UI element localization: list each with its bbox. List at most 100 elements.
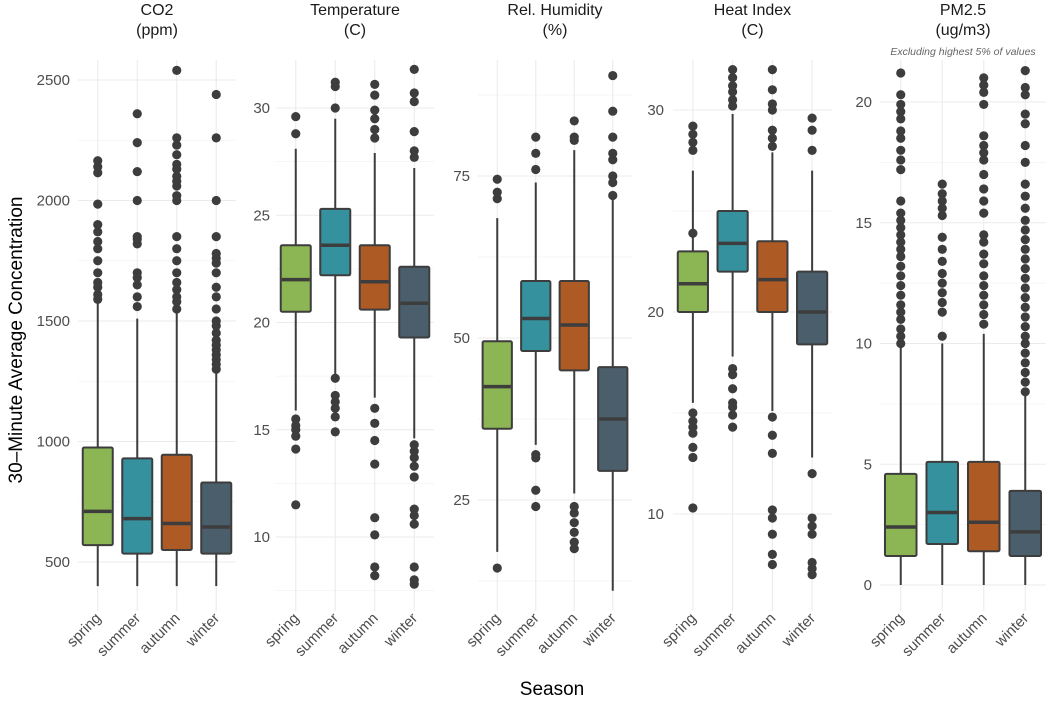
- panel-unit: (ug/m3): [935, 22, 990, 39]
- outlier-point: [172, 304, 182, 314]
- outlier-point: [172, 268, 182, 278]
- outlier-point: [937, 307, 947, 317]
- outlier-point: [1020, 264, 1030, 274]
- outlier-point: [93, 220, 103, 230]
- outlier-point: [608, 171, 618, 181]
- outlier-point: [172, 171, 182, 181]
- panel-unit: (ppm): [136, 22, 178, 39]
- box-summer: [925, 179, 960, 585]
- outlier-point: [937, 278, 947, 288]
- outlier-point: [937, 179, 947, 189]
- box-spring: [81, 156, 114, 587]
- outlier-point: [979, 80, 989, 90]
- outlier-point: [608, 190, 618, 201]
- outlier-point: [807, 513, 817, 523]
- outlier-point: [211, 248, 221, 259]
- outlier-point: [370, 571, 380, 581]
- outlier-point: [531, 485, 541, 495]
- box-autumn: [160, 65, 193, 587]
- outlier-point: [291, 431, 301, 441]
- outlier-point: [569, 537, 579, 547]
- outlier-point: [979, 319, 989, 329]
- iqr-box: [81, 446, 114, 547]
- outlier-point: [896, 126, 906, 136]
- iqr-box: [756, 240, 789, 313]
- y-tick-label: 1500: [37, 313, 70, 330]
- outlier-point: [1020, 254, 1030, 264]
- iqr-box: [676, 250, 709, 313]
- panel-title: PM2.5: [940, 2, 986, 19]
- x-tick-label: winter: [182, 610, 223, 651]
- outlier-point: [330, 103, 340, 113]
- outlier-point: [569, 508, 579, 518]
- iqr-box: [883, 472, 918, 558]
- outlier-point: [409, 64, 419, 74]
- x-tick-label: autumn: [136, 610, 183, 657]
- outlier-point: [409, 126, 419, 137]
- outlier-point: [896, 230, 906, 240]
- y-tick-label: 30: [647, 102, 664, 119]
- outlier-point: [807, 557, 817, 568]
- box-summer: [121, 109, 154, 587]
- outlier-point: [1020, 203, 1030, 213]
- outlier-point: [979, 169, 989, 180]
- outlier-point: [172, 232, 182, 242]
- outlier-point: [172, 285, 182, 295]
- outlier-point: [93, 256, 103, 266]
- outlier-point: [979, 148, 989, 158]
- outlier-point: [1020, 157, 1030, 167]
- outlier-point: [370, 124, 380, 135]
- outlier-point: [937, 288, 947, 298]
- outlier-point: [172, 150, 182, 160]
- x-tick-label: autumn: [943, 610, 990, 657]
- panel-unit: (%): [543, 22, 568, 39]
- outlier-point: [767, 430, 777, 440]
- box-summer: [520, 132, 552, 512]
- outlier-point: [688, 121, 698, 131]
- outlier-point: [979, 131, 989, 141]
- outlier-point: [937, 196, 947, 206]
- outlier-point: [1020, 358, 1030, 368]
- outlier-point: [409, 96, 419, 107]
- outlier-point: [979, 184, 989, 194]
- outlier-point: [569, 501, 579, 512]
- outlier-point: [1020, 225, 1030, 235]
- outlier-point: [728, 398, 738, 408]
- outlier-point: [1020, 235, 1030, 245]
- y-tick-label: 500: [45, 554, 70, 571]
- outlier-point: [132, 301, 142, 312]
- outlier-point: [409, 510, 419, 521]
- outlier-point: [132, 195, 142, 206]
- panel-unit: (C): [344, 22, 366, 39]
- box-summer: [319, 77, 352, 437]
- outlier-point: [688, 442, 698, 452]
- outlier-point: [608, 106, 618, 116]
- x-axis-title: Season: [520, 679, 584, 700]
- iqr-box: [520, 279, 552, 352]
- outlier-point: [896, 261, 906, 271]
- y-tick-label: 1000: [37, 434, 70, 451]
- outlier-point: [608, 70, 618, 81]
- outlier-point: [896, 244, 906, 254]
- x-tick-label: summer: [292, 610, 342, 660]
- outlier-point: [409, 88, 419, 98]
- box-spring: [481, 174, 513, 573]
- box-summer: [716, 65, 749, 432]
- outlier-point: [896, 208, 906, 218]
- outlier-point: [896, 165, 906, 175]
- outlier-point: [1020, 273, 1030, 283]
- outlier-point: [1020, 312, 1030, 322]
- outlier-point: [937, 244, 947, 254]
- outlier-point: [1020, 283, 1030, 293]
- outlier-point: [569, 132, 579, 142]
- outlier-point: [688, 416, 698, 426]
- y-tick-label: 10: [253, 529, 270, 546]
- box-autumn: [358, 79, 391, 581]
- outlier-point: [688, 228, 698, 238]
- outlier-point: [688, 503, 698, 513]
- outlier-point: [409, 461, 419, 471]
- outlier-point: [569, 544, 579, 554]
- outlier-point: [979, 249, 989, 259]
- outlier-point: [93, 156, 103, 166]
